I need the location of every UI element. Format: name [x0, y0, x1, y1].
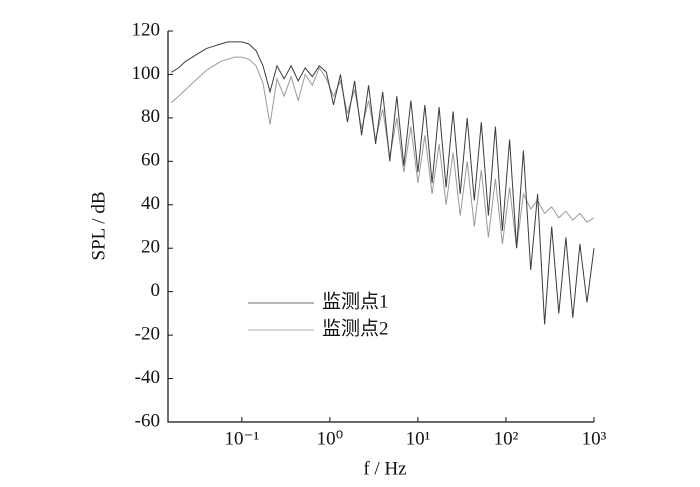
- legend-label: 监测点1: [322, 290, 389, 312]
- y-tick-label: 20: [141, 237, 160, 258]
- x-tick-label: 10³: [582, 428, 607, 449]
- series-line: [170, 56, 595, 249]
- legend-label: 监测点2: [322, 317, 389, 339]
- x-axis-label: f / Hz: [363, 458, 406, 479]
- y-tick-label: -20: [135, 323, 160, 344]
- x-tick-label: 10⁰: [317, 428, 344, 449]
- y-tick-label: 0: [151, 280, 161, 301]
- axes: [167, 31, 594, 423]
- y-tick-label: 60: [141, 150, 160, 171]
- y-tick-label: -60: [135, 410, 160, 431]
- y-tick-label: 80: [141, 106, 160, 127]
- x-tick-label: 10²: [494, 428, 519, 449]
- y-tick-label: 120: [132, 19, 161, 40]
- x-tick-label: 10⁻¹: [224, 428, 259, 449]
- x-tick-label: 10¹: [406, 428, 431, 449]
- y-tick-label: -40: [135, 367, 160, 388]
- series-line: [171, 41, 595, 325]
- y-tick-label: 100: [132, 63, 161, 84]
- y-axis-label: SPL / dB: [88, 192, 109, 261]
- y-tick-label: 40: [141, 193, 160, 214]
